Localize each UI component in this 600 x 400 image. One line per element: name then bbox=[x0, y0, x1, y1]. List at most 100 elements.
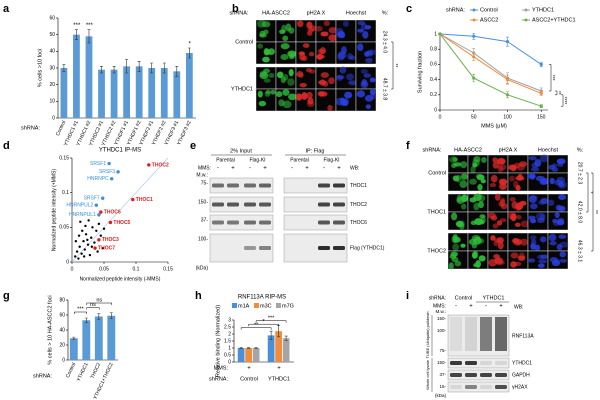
nucleus bbox=[301, 55, 308, 61]
nucleus bbox=[489, 182, 497, 188]
point bbox=[80, 252, 83, 255]
marker bbox=[539, 62, 543, 66]
nucleus bbox=[500, 197, 506, 204]
x-tick-label: Control bbox=[240, 376, 258, 382]
mw-label: M.w.: bbox=[435, 309, 446, 314]
row-label: YTHDC1 bbox=[231, 86, 253, 92]
nucleus bbox=[461, 194, 468, 203]
point bbox=[81, 229, 84, 232]
point-label: HNRNPUL1 bbox=[69, 212, 96, 218]
nucleus bbox=[265, 89, 271, 95]
nucleus bbox=[515, 184, 521, 191]
point bbox=[101, 246, 104, 250]
nucleus bbox=[555, 204, 562, 211]
channel-label: Hoechst bbox=[538, 147, 559, 153]
nucleus bbox=[511, 200, 518, 209]
nucleus bbox=[258, 100, 267, 107]
nucleus bbox=[520, 220, 530, 228]
nucleus bbox=[498, 260, 505, 265]
nucleus bbox=[365, 104, 371, 110]
x-axis-label: shRNA: bbox=[209, 376, 228, 382]
nucleus bbox=[473, 156, 481, 163]
y-tick-label: 0 bbox=[62, 357, 65, 363]
bar bbox=[69, 338, 78, 360]
nucleus bbox=[340, 99, 348, 107]
blot bbox=[447, 369, 510, 381]
marker bbox=[472, 34, 476, 38]
x-tick-label: Control bbox=[55, 120, 67, 137]
y-tick-label: 0.8 bbox=[430, 47, 437, 53]
nucleus bbox=[460, 243, 466, 248]
x-tick-label: Control bbox=[65, 362, 77, 379]
nucleus bbox=[528, 156, 537, 161]
nucleus bbox=[370, 92, 376, 100]
point bbox=[77, 234, 81, 237]
x-tick-label: 0.15 bbox=[163, 266, 173, 272]
nucleus bbox=[301, 92, 308, 100]
point bbox=[97, 213, 101, 217]
nucleus bbox=[548, 233, 557, 242]
nucleus bbox=[490, 235, 496, 241]
bracket bbox=[391, 41, 394, 90]
nucleus bbox=[267, 48, 275, 56]
bar bbox=[237, 348, 245, 362]
panel-letter: b bbox=[232, 3, 239, 15]
bar bbox=[107, 315, 116, 360]
mw-label: (kDa) bbox=[196, 265, 209, 271]
nucleus bbox=[339, 66, 347, 74]
nucleus bbox=[534, 244, 541, 252]
point-label: HNRNPUL2 bbox=[66, 202, 93, 208]
nucleus bbox=[554, 179, 563, 186]
wb-label: RNF113A bbox=[512, 333, 534, 339]
y-tick-label: 40 bbox=[49, 49, 55, 55]
x-tick-label: 50 bbox=[471, 114, 477, 120]
nucleus bbox=[492, 161, 499, 169]
nucleus bbox=[498, 178, 508, 185]
mms-sign: + bbox=[337, 166, 341, 172]
nucleus bbox=[529, 172, 536, 180]
blot-band bbox=[212, 183, 224, 188]
legend-label: YTHDC1 bbox=[532, 7, 554, 13]
nucleus bbox=[318, 80, 327, 85]
nucleus bbox=[263, 47, 270, 56]
y-tick-label: 0 bbox=[228, 359, 231, 365]
bar bbox=[73, 34, 80, 118]
legend-label: ASCC2 bbox=[480, 17, 498, 23]
blot-band bbox=[244, 202, 256, 207]
blot bbox=[283, 177, 348, 194]
x-tick-label: YTHDC1 bbox=[76, 362, 90, 383]
nucleus bbox=[559, 251, 566, 258]
nucleus bbox=[531, 167, 540, 172]
nucleus bbox=[490, 215, 498, 221]
lane-group-label: Flag-KI bbox=[323, 157, 339, 163]
point bbox=[84, 233, 88, 236]
bar bbox=[185, 53, 193, 118]
mw-label: 150- bbox=[437, 360, 447, 365]
nucleus bbox=[319, 47, 326, 54]
point bbox=[86, 243, 90, 246]
y-tick-label: 40 bbox=[59, 327, 65, 333]
nucleus bbox=[364, 25, 372, 30]
point-label: THOC3 bbox=[102, 237, 119, 243]
blot-band bbox=[227, 220, 239, 225]
mw-label: 75- bbox=[439, 348, 446, 353]
nucleus bbox=[517, 255, 526, 261]
nucleus bbox=[536, 217, 545, 223]
x-axis-label: shRNA: bbox=[21, 125, 40, 131]
row-label: MMS: bbox=[198, 165, 211, 171]
nucleus bbox=[356, 90, 366, 98]
nucleus bbox=[516, 214, 522, 220]
nucleus bbox=[531, 162, 539, 169]
nucleus bbox=[451, 235, 458, 244]
blot-band bbox=[480, 373, 492, 377]
series-line bbox=[439, 33, 542, 94]
nucleus bbox=[327, 104, 333, 111]
legend-label: m7G bbox=[282, 303, 294, 309]
nucleus bbox=[288, 93, 297, 101]
marker bbox=[472, 55, 476, 59]
nucleus bbox=[497, 241, 504, 250]
percent-value: 42.0 ± 8.0 bbox=[577, 201, 583, 223]
y-axis-label: Relative binding (Normalized) bbox=[215, 305, 221, 377]
marker bbox=[472, 76, 476, 80]
nucleus bbox=[496, 158, 506, 165]
